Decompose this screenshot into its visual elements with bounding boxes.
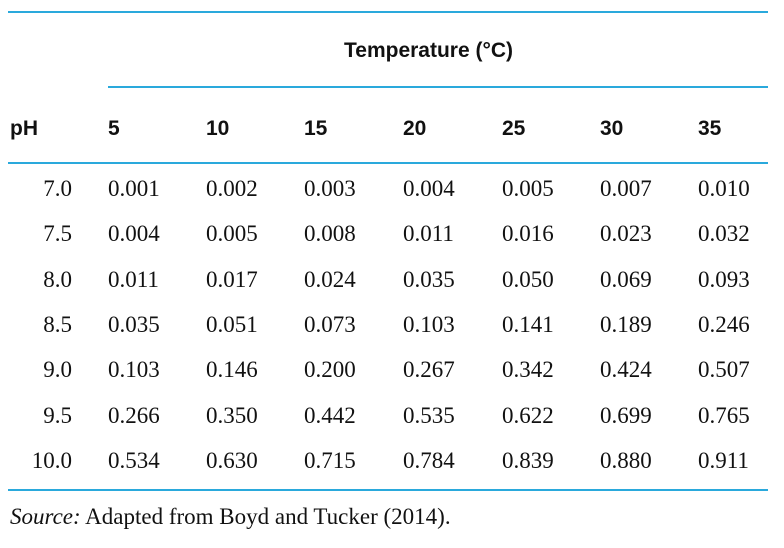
value-cell: 0.622 [502,403,554,428]
column-header-temp-10: 10 [206,117,230,140]
value-cell: 0.051 [206,312,258,337]
ph-cell: 7.0 [43,176,72,201]
value-cell: 0.002 [206,176,258,201]
value-cell: 0.007 [600,176,652,201]
value-cell: 0.765 [698,403,750,428]
value-cell: 0.350 [206,403,258,428]
value-cell: 0.507 [698,357,750,382]
value-cell: 0.024 [304,267,356,292]
value-cell: 0.266 [108,403,160,428]
value-cell: 0.146 [206,357,258,382]
value-cell: 0.035 [403,267,455,292]
source-label: Source: [10,504,81,529]
source-footnote: Source: Adapted from Boyd and Tucker (20… [10,504,451,530]
value-cell: 0.630 [206,448,258,473]
value-cell: 0.032 [698,221,750,246]
value-cell: 0.010 [698,176,750,201]
value-cell: 0.001 [108,176,160,201]
bottom-rule [8,489,768,491]
ph-cell: 8.0 [43,267,72,292]
column-header-temp-5: 5 [108,117,120,140]
value-cell: 0.035 [108,312,160,337]
value-cell: 0.200 [304,357,356,382]
value-cell: 0.017 [206,267,258,292]
value-cell: 0.246 [698,312,750,337]
group-header-rule [108,86,768,88]
source-text: Adapted from Boyd and Tucker (2014). [80,504,451,529]
column-header-ph: pH [10,117,38,140]
value-cell: 0.141 [502,312,554,337]
value-cell: 0.715 [304,448,356,473]
value-cell: 0.267 [403,357,455,382]
value-cell: 0.005 [502,176,554,201]
value-cell: 0.103 [403,312,455,337]
value-cell: 0.004 [403,176,455,201]
group-header-temperature: Temperature (°C) [344,39,514,62]
column-header-temp-35: 35 [698,117,722,140]
value-cell: 0.093 [698,267,750,292]
value-cell: 0.073 [304,312,356,337]
value-cell: 0.911 [698,448,749,473]
value-cell: 0.050 [502,267,554,292]
value-cell: 0.880 [600,448,652,473]
ph-cell: 9.0 [43,357,72,382]
header-bottom-rule [8,162,768,164]
value-cell: 0.023 [600,221,652,246]
value-cell: 0.016 [502,221,554,246]
column-header-temp-15: 15 [304,117,328,140]
top-rule [8,11,768,13]
value-cell: 0.189 [600,312,652,337]
ph-cell: 8.5 [43,312,72,337]
value-cell: 0.103 [108,357,160,382]
value-cell: 0.011 [403,221,454,246]
value-cell: 0.442 [304,403,356,428]
value-cell: 0.839 [502,448,554,473]
column-header-temp-25: 25 [502,117,526,140]
value-cell: 0.342 [502,357,554,382]
value-cell: 0.003 [304,176,356,201]
value-cell: 0.535 [403,403,455,428]
ph-cell: 7.5 [43,221,72,246]
value-cell: 0.008 [304,221,356,246]
ph-cell: 10.0 [31,448,72,473]
value-cell: 0.004 [108,221,160,246]
column-header-temp-30: 30 [600,117,624,140]
value-cell: 0.784 [403,448,455,473]
value-cell: 0.005 [206,221,258,246]
ph-cell: 9.5 [43,403,72,428]
value-cell: 0.069 [600,267,652,292]
value-cell: 0.699 [600,403,652,428]
value-cell: 0.424 [600,357,652,382]
column-header-temp-20: 20 [403,117,427,140]
value-cell: 0.534 [108,448,160,473]
value-cell: 0.011 [108,267,159,292]
